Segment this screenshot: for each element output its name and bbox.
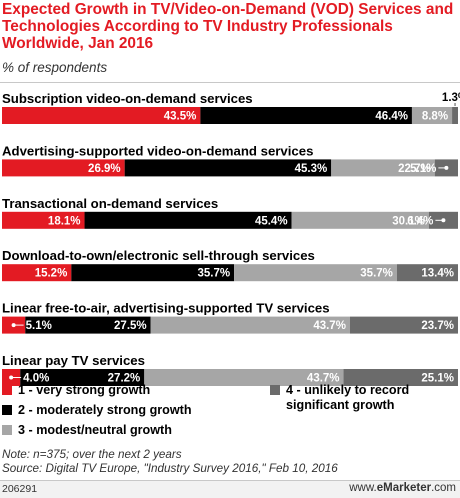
- data-label: 35.7%: [360, 268, 393, 280]
- data-label: 43.5%: [164, 111, 197, 123]
- data-label: 25.1%: [421, 373, 454, 385]
- data-label: 13.4%: [421, 268, 454, 280]
- note-line: Note: n=375; over the next 2 years: [2, 448, 182, 461]
- data-label: 43.7%: [307, 373, 340, 385]
- data-label-dot: [441, 218, 446, 223]
- legend-label-3: 3 - modest/neutral growth: [18, 423, 172, 437]
- data-label: 15.2%: [35, 268, 68, 280]
- bar-segment: [349, 316, 458, 334]
- legend-swatch-1: [2, 385, 12, 395]
- data-label: 45.3%: [295, 163, 328, 175]
- chart-subtitle: % of respondents: [2, 60, 108, 75]
- bar-segment: [144, 369, 344, 386]
- category-label: Advertising-supported video-on-demand se…: [2, 143, 313, 158]
- bar-segment: [396, 264, 458, 282]
- bar-segment: [124, 159, 332, 177]
- data-label: 1.3%: [442, 92, 460, 104]
- legend-swatch-3: [2, 425, 12, 435]
- emarketer-logo: www.eMarketer.com: [349, 482, 456, 494]
- data-label: 45.4%: [255, 215, 288, 227]
- legend-label-4: 4 - unlikely to record significant growt…: [286, 383, 410, 412]
- chart-id: 206291: [2, 483, 38, 495]
- data-label: 46.4%: [375, 111, 408, 123]
- bar-segment: [411, 107, 453, 124]
- data-label: 18.1%: [48, 215, 81, 227]
- legend-label-2: 2 - moderately strong growth: [18, 403, 192, 417]
- data-label: 8.8%: [422, 111, 448, 123]
- bar-segment: [25, 316, 151, 334]
- data-label: 5.1%: [26, 320, 52, 332]
- chart-title: Expected Growth in TV/Video-on-Demand (V…: [2, 1, 454, 52]
- data-label: 27.2%: [108, 373, 141, 385]
- bar-segment: [2, 107, 201, 124]
- source-line: Source: Digital TV Europe, "Industry Sur…: [2, 462, 338, 475]
- bar-segment: [234, 264, 397, 282]
- category-label: Subscription video-on-demand services: [2, 91, 253, 106]
- category-label: Download-to-own/electronic sell-through …: [2, 248, 315, 263]
- bar-segment: [150, 316, 350, 334]
- data-label-dot: [11, 323, 16, 328]
- footer-bar: 206291 www.eMarketer.com: [0, 480, 460, 498]
- legend-swatch-4: [270, 385, 280, 395]
- bar-segment: [2, 264, 72, 282]
- category-label: Transactional on-demand services: [2, 196, 218, 211]
- data-label: 30.1%: [392, 215, 425, 227]
- bar-segment: [20, 369, 145, 386]
- bar-segment: [84, 211, 292, 229]
- category-label: Linear pay TV services: [2, 353, 145, 368]
- bar-segment: [343, 369, 458, 386]
- legend-label-1: 1 - very strong growth: [18, 383, 151, 397]
- data-label: 27.5%: [114, 320, 147, 332]
- data-label: 22.7%: [398, 163, 431, 175]
- data-label: 5.1%: [410, 163, 436, 175]
- data-label: 43.7%: [313, 320, 346, 332]
- legend-swatch-2: [2, 405, 12, 415]
- bar-segment: [452, 107, 458, 124]
- bar-segment: [200, 107, 412, 124]
- bar-segment: [2, 211, 85, 229]
- data-label: 35.7%: [197, 268, 230, 280]
- title-divider: [0, 82, 460, 83]
- category-label: Linear free-to-air, advertising-supporte…: [2, 301, 330, 316]
- data-label: 4.0%: [23, 373, 49, 385]
- bar-segment: [71, 264, 235, 282]
- bar-segment: [291, 211, 429, 229]
- data-label-dot: [444, 165, 449, 170]
- data-label: 6.4%: [407, 215, 433, 227]
- bar-segment: [331, 159, 435, 177]
- bar-segment: [2, 159, 125, 177]
- chart-notes: Note: n=375; over the next 2 years Sourc…: [2, 448, 338, 476]
- data-label-dot: [9, 375, 14, 380]
- data-label: 23.7%: [421, 320, 454, 332]
- data-label: 26.9%: [88, 163, 121, 175]
